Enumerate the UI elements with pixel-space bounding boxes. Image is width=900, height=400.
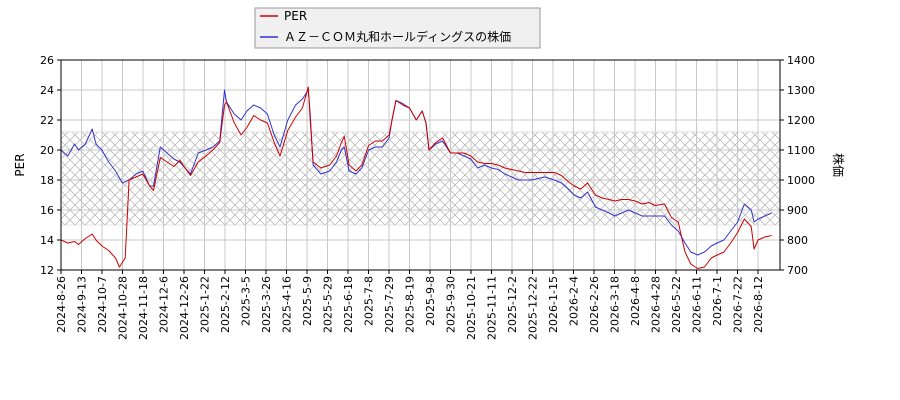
x-tick-label: 2024-10-7 — [96, 276, 109, 333]
x-tick-label: 2026-8-12 — [752, 276, 765, 333]
x-tick-label: 2025-10-21 — [465, 276, 478, 340]
x-tick-label: 2025-5-9 — [301, 276, 314, 326]
left-tick-label: 12 — [40, 264, 54, 277]
right-axis-ticks: 700 800 900 1000 1100 1200 1300 1400 — [780, 54, 815, 277]
left-tick-label: 22 — [40, 114, 54, 127]
x-tick-label: 2025-5-29 — [322, 276, 335, 333]
x-tick-label: 2024-11-18 — [137, 276, 150, 340]
x-tick-label: 2025-11-11 — [486, 276, 499, 340]
x-tick-label: 2025-12-2 — [506, 276, 519, 333]
x-tick-label: 2026-5-22 — [670, 276, 683, 333]
x-tick-label: 2024-10-28 — [117, 276, 130, 340]
x-tick-label: 2025-7-29 — [383, 276, 396, 333]
legend-label-per: PER — [284, 9, 307, 23]
x-axis-ticks: 2024-8-26 2024-9-13 2024-10-7 2024-10-28 202… — [55, 270, 765, 340]
x-tick-label: 2025-6-18 — [342, 276, 355, 333]
x-tick-label: 2025-9-30 — [445, 276, 458, 333]
per-series-line — [61, 86, 772, 269]
x-tick-label: 2026-6-11 — [691, 276, 704, 333]
x-tick-label: 2025-9-8 — [424, 276, 437, 326]
right-tick-label: 1000 — [787, 174, 815, 187]
x-tick-label: 2026-1-15 — [547, 276, 560, 333]
x-tick-label: 2026-2-4 — [568, 276, 581, 326]
x-tick-label: 2025-8-19 — [404, 276, 417, 333]
left-tick-label: 26 — [40, 54, 54, 67]
x-tick-label: 2025-7-8 — [363, 276, 376, 326]
x-tick-label: 2024-9-13 — [76, 276, 89, 333]
x-tick-label: 2024-8-26 — [55, 276, 68, 333]
legend-label-price: ＡＺ－ＣＯＭ丸和ホールディングスの株価 — [284, 29, 511, 44]
x-tick-label: 2024-12-26 — [178, 276, 191, 340]
x-tick-label: 2026-7-1 — [711, 276, 724, 326]
x-tick-label: 2025-3-26 — [260, 276, 273, 333]
x-tick-label: 2026-4-28 — [650, 276, 663, 333]
legend-box — [254, 7, 541, 49]
left-axis-ticks: 12 14 16 18 20 22 24 26 — [40, 54, 61, 277]
left-tick-label: 16 — [40, 204, 54, 217]
x-tick-label: 2025-1-22 — [199, 276, 212, 333]
right-axis-title: 株価 — [831, 153, 846, 177]
left-tick-label: 24 — [40, 84, 54, 97]
x-tick-label: 2025-2-12 — [219, 276, 232, 333]
right-tick-label: 1300 — [787, 84, 815, 97]
right-tick-label: 1200 — [787, 114, 815, 127]
left-tick-label: 14 — [40, 234, 54, 247]
x-tick-label: 2026-2-26 — [588, 276, 601, 333]
right-tick-label: 700 — [787, 264, 808, 277]
left-axis-title: PER — [13, 153, 27, 176]
hatched-band — [60, 131, 781, 226]
x-tick-label: 2026-4-8 — [629, 276, 642, 326]
x-tick-label: 2024-12-6 — [158, 276, 171, 333]
x-tick-label: 2025-12-22 — [527, 276, 540, 340]
right-tick-label: 1400 — [787, 54, 815, 67]
x-tick-label: 2025-3-5 — [240, 276, 253, 326]
stock-price-series-line — [61, 89, 772, 256]
x-tick-label: 2026-3-18 — [609, 276, 622, 333]
legend: PER ＡＺ－ＣＯＭ丸和ホールディングスの株価 — [254, 7, 541, 49]
left-tick-label: 18 — [40, 174, 54, 187]
x-tick-label: 2025-4-16 — [281, 276, 294, 333]
right-tick-label: 800 — [787, 234, 808, 247]
left-tick-label: 20 — [40, 144, 54, 157]
plot-frame — [60, 59, 781, 271]
right-tick-label: 900 — [787, 204, 808, 217]
right-tick-label: 1100 — [787, 144, 815, 157]
x-tick-label: 2026-7-22 — [732, 276, 745, 333]
series-layer — [61, 86, 772, 269]
